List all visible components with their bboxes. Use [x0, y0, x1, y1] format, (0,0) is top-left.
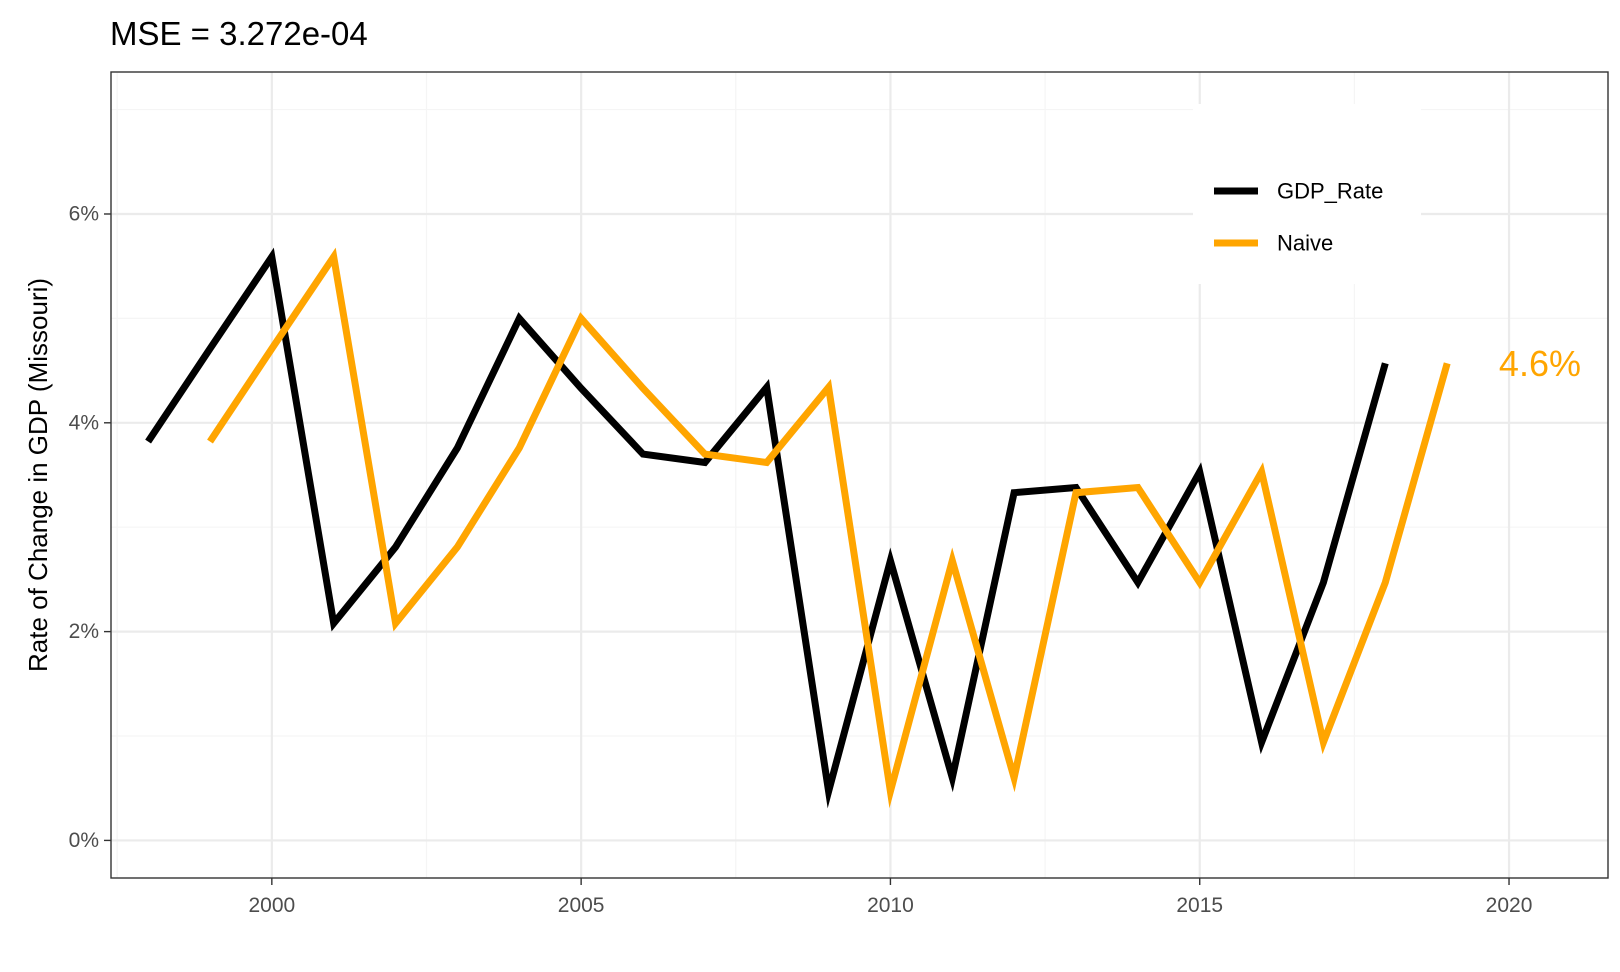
y-tick-label: 6%	[69, 202, 99, 225]
series-lines	[145, 247, 1451, 809]
forecast-annotation: 4.6%	[1499, 343, 1581, 384]
legend: GDP_Rate Naive	[1193, 104, 1421, 284]
y-tick-label: 4%	[69, 411, 99, 434]
y-tick-label: 0%	[69, 829, 99, 852]
legend-label: Naive	[1277, 231, 1333, 256]
axis-ticks: 2000 2005 2010 2015 2020 0% 2% 4% 6%	[69, 202, 1533, 917]
x-tick-label: 2020	[1486, 894, 1533, 917]
chart-title: MSE = 3.272e-04	[110, 15, 368, 52]
series-line-gdp-rate	[145, 247, 1389, 809]
x-tick-label: 2015	[1176, 894, 1223, 917]
y-axis-title: Rate of Change in GDP (Missouri)	[23, 278, 53, 672]
series-line-naive	[207, 247, 1451, 809]
legend-item: Naive	[1214, 231, 1333, 256]
legend-item: GDP_Rate	[1214, 179, 1383, 204]
x-tick-label: 2010	[867, 894, 914, 917]
x-tick-label: 2005	[558, 894, 605, 917]
panel-border	[110, 71, 1609, 879]
legend-label: GDP_Rate	[1277, 179, 1383, 204]
y-tick-label: 2%	[69, 620, 99, 643]
x-tick-label: 2000	[248, 894, 295, 917]
